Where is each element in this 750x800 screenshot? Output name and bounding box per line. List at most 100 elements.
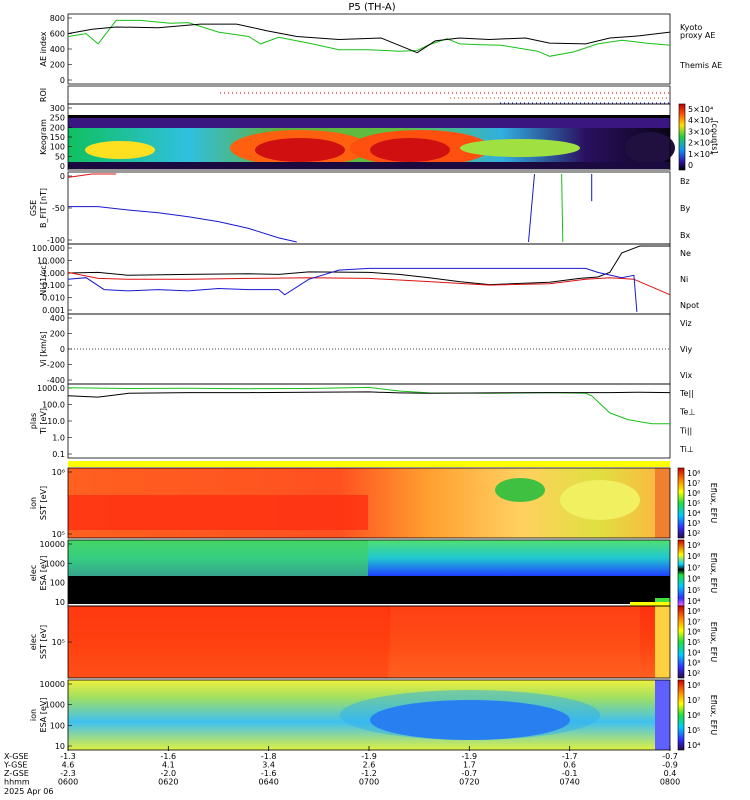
sst_elec-cbar-label: Eflux, EFU xyxy=(709,622,718,663)
x-axis-value: -1.8 xyxy=(261,752,277,761)
esa_elec-ytick-label: 10000 xyxy=(40,540,65,549)
x-axis-value: -1.7 xyxy=(562,752,578,761)
density-ytick-label: 1.000 xyxy=(42,269,65,278)
sst-ion-colorbar xyxy=(677,467,685,539)
keogram-ytick-label: 50 xyxy=(55,152,65,161)
ae-ytick-label: 0 xyxy=(60,76,65,85)
x-axis-value: -1.2 xyxy=(361,769,377,778)
sst_elec-panel: SST [eV]elec 10⁵10⁸10⁷10⁶10⁵10⁴10³10²Eflu… xyxy=(29,605,718,679)
velocity-legend-2: Vix xyxy=(680,371,693,380)
keogram-cbar-tick: 4×10⁴ xyxy=(688,116,713,125)
temperature-legend-0: Te|| xyxy=(679,389,694,398)
velocity-legend-0: Viz xyxy=(680,319,692,328)
esa-ion-colorbar xyxy=(677,679,685,751)
sst_ion-cbar-tick: 10⁷ xyxy=(687,479,700,488)
velocity-ytick-label: 200 xyxy=(50,330,65,339)
bfit-legend-0: Bz xyxy=(680,177,690,186)
keogram-cbar-tick: 2×10⁴ xyxy=(688,139,713,148)
x-axis-value: 4.6 xyxy=(62,761,75,770)
x-axis-row-label: hhmm xyxy=(4,778,30,787)
esa_ion-cbar-tick: 10⁶ xyxy=(687,711,700,720)
velocity-panel: Vi [km/s]400 200 0 -200 -400 Viz Viy Vix xyxy=(39,313,693,385)
velocity-ylabel: Vi [km/s] xyxy=(39,331,48,367)
bfit-legend-2: Bx xyxy=(680,231,690,240)
ae-legend-1: proxy AE xyxy=(680,31,715,40)
x-axis-value: 0700 xyxy=(359,778,379,787)
sst_elec-cbar-tick: 10⁷ xyxy=(687,617,700,626)
x-axis-table: X-GSEY-GSEZ-GSEhhmm-1.34.6-2.30600-1.64.… xyxy=(3,746,680,787)
x-axis-row-label: X-GSE xyxy=(4,752,29,761)
x-axis-value: -0.9 xyxy=(662,761,678,770)
temperature-ytick-label: 100.0 xyxy=(42,401,65,410)
bfit-ytick-label: -100 xyxy=(47,236,65,245)
sst_elec-ylabel: SST [eV] xyxy=(39,625,48,659)
bfit-panel: B_FIT [nT]GSE 0 -50 -100 Bz By Bx xyxy=(29,171,690,245)
sst_ion-cbar-tick: 10⁴ xyxy=(687,509,700,518)
sst_ion-ytick-label: 10⁶ xyxy=(52,468,65,477)
bfit-legend-1: By xyxy=(680,204,690,213)
roi-ylabel: ROI xyxy=(39,88,48,102)
sst_ion-cbar-tick: 10³ xyxy=(687,519,700,528)
keogram-ylabel: Keogram xyxy=(39,119,48,155)
ae-ytick-label: 800 xyxy=(50,14,65,23)
sst_ion-panel: SST [eV]ion10⁶10⁵10⁸10⁷10⁶10⁵10⁴10³10²Ef… xyxy=(29,467,718,539)
keogram-ytick-label: 300 xyxy=(50,104,65,113)
density-series-ne xyxy=(67,271,671,296)
temperature-ylabel: Ti [eV] xyxy=(39,408,48,435)
density-ytick-label: 0.100 xyxy=(42,281,65,290)
x-axis-value: 0720 xyxy=(459,778,479,787)
esa_elec-cbar-label: Eflux, EFU xyxy=(709,553,718,594)
spectrogram-fills xyxy=(68,92,675,750)
keogram-panel: Keogram3002502001501005005×10⁴4×10⁴3×10⁴… xyxy=(39,103,719,171)
x-axis-value: 1.7 xyxy=(463,761,476,770)
keogram-ytick-label: 0 xyxy=(60,162,65,171)
keogram-ytick-label: 100 xyxy=(50,143,65,152)
x-axis-value: 0640 xyxy=(258,778,278,787)
density-legend-2: Npot xyxy=(680,301,699,310)
x-axis-value: 0800 xyxy=(660,778,680,787)
density-legend-0: Ne xyxy=(680,249,691,258)
plot-title: P5 (TH-A) xyxy=(348,2,395,13)
esa-elec-colorbar xyxy=(677,539,685,607)
bfit-frame xyxy=(67,171,671,245)
x-axis-row-label: Z-GSE xyxy=(4,769,29,778)
velocity-ytick-label: -400 xyxy=(47,376,65,385)
temperature-ytick-label: 10.0 xyxy=(47,417,65,426)
esa_ion-ytick-label: 1000 xyxy=(45,701,65,710)
bfit-ytick-label: 0 xyxy=(60,172,65,181)
esa_elec-panel: ESA [eV]elec 10000 1000 100 10 10⁹ 10⁸ 10⁷ 10⁶ 10… xyxy=(29,539,718,607)
ae-legend-2: Themis AE xyxy=(679,61,722,70)
keogram-cbar-tick: 3×10⁴ xyxy=(688,127,713,136)
density-series-ni xyxy=(67,245,670,286)
sst_ion-frame xyxy=(67,467,671,539)
sst_elec-cbar-tick: 10² xyxy=(687,669,700,678)
x-axis-value: -1.9 xyxy=(361,752,377,761)
keogram-cbar-tick: 1×10⁴ xyxy=(688,150,713,159)
ae-ytick-label: 400 xyxy=(50,45,65,54)
esa_elec-cbar-tick: 10⁵ xyxy=(687,586,700,595)
sst_elec-cbar-tick: 10⁴ xyxy=(687,648,700,657)
esa_elec-cbar-tick: 10⁹ xyxy=(687,541,700,550)
esa_elec-ylabel-sub: elec xyxy=(29,565,38,581)
temperature-ylabel-sub: plas xyxy=(29,413,38,429)
velocity-ytick-label: -200 xyxy=(47,361,65,370)
temperature-ytick-label: 1.0 xyxy=(52,434,65,443)
sst_ion-cbar-tick: 10⁸ xyxy=(687,469,700,478)
temperature-series-te- xyxy=(67,391,671,398)
density-panel: Ni [1/cc] 100.000 10.000 1.000 0.100 0.010 0.0… xyxy=(32,243,699,315)
velocity-ytick-label: 0 xyxy=(60,345,65,354)
keogram-ytick-label: 200 xyxy=(50,123,65,132)
esa_elec-cbar-tick: 10⁸ xyxy=(687,552,700,561)
velocity-ytick-label: 400 xyxy=(50,314,65,323)
esa-ion-image xyxy=(68,680,670,750)
temperature-ytick-label: 0.1 xyxy=(52,450,65,459)
keogram-cbar-tick: 5×10⁴ xyxy=(688,105,713,114)
esa_ion-cbar-tick: 10⁵ xyxy=(687,726,700,735)
keogram-cbar-label: [counts] xyxy=(710,121,719,154)
sst_ion-cbar-tick: 10⁶ xyxy=(687,489,700,498)
ae-ylabel: AE index xyxy=(39,31,48,66)
sst_ion-cbar-tick: 10² xyxy=(687,529,700,538)
esa_ion-ylabel-sub: ion xyxy=(29,709,38,721)
